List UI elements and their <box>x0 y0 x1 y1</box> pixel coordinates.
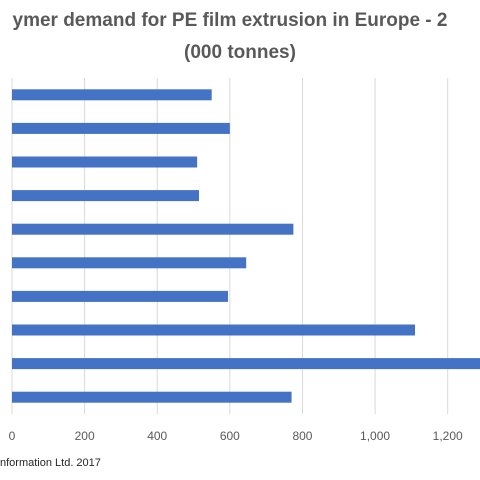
x-axis-ticks: 0 200 400 600 800 1,000 1,200 <box>9 429 463 443</box>
bar-9 <box>12 391 292 403</box>
gridlines <box>11 78 449 414</box>
bar-1 <box>12 122 230 134</box>
x-tick-label-3: 600 <box>220 429 240 443</box>
bar-2 <box>12 156 198 168</box>
x-tick-label-6: 1,200 <box>433 429 463 443</box>
x-tick-label-0: 0 <box>9 429 16 443</box>
x-tick-label-5: 1,000 <box>360 429 390 443</box>
bars <box>12 89 480 403</box>
chart-title-line1: ymer demand for PE film extrusion in Eur… <box>12 10 448 31</box>
x-tick-label-1: 200 <box>75 429 95 443</box>
x-tick-label-2: 400 <box>147 429 167 443</box>
bar-3 <box>12 190 199 202</box>
chart-title-line2: (000 tonnes) <box>184 42 296 63</box>
x-tick-label-4: 800 <box>292 429 312 443</box>
bar-7 <box>12 324 416 336</box>
bar-8 <box>12 358 480 370</box>
source-note: nformation Ltd. 2017 <box>0 457 101 469</box>
bar-6 <box>12 290 229 302</box>
bar-4 <box>12 223 294 235</box>
bar-5 <box>12 257 247 269</box>
bar-0 <box>12 89 212 101</box>
